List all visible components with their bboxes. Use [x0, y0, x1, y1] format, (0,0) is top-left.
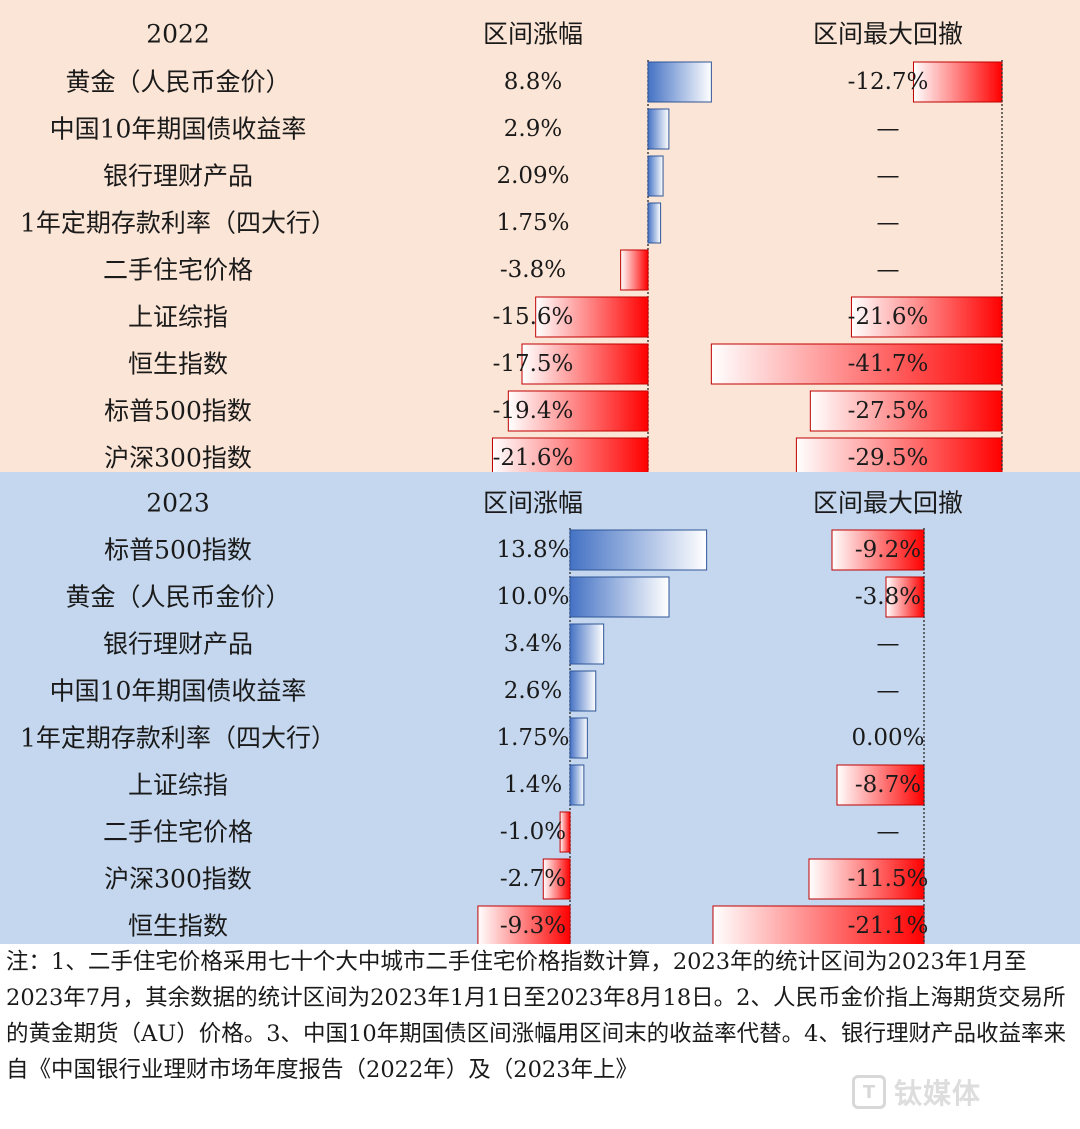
gain-bar — [647, 155, 664, 197]
row-label: 沪深300指数 — [104, 865, 252, 894]
row-label: 标普500指数 — [104, 397, 252, 426]
drawdown-value-label: — — [877, 163, 900, 189]
gain-value-label: 2.9% — [504, 116, 562, 142]
drawdown-value-label: — — [877, 116, 900, 142]
gain-value-label: 1.4% — [504, 772, 562, 798]
gain-bar — [647, 61, 712, 103]
drawdown-value-label: — — [877, 678, 900, 704]
row-label: 黄金（人民币金价） — [65, 68, 290, 97]
gain-bar — [535, 296, 649, 338]
drawdown-value-label: -21.6% — [848, 304, 929, 330]
gain-value-label: 1.75% — [496, 725, 569, 751]
year-header-2022: 2022 — [146, 20, 210, 49]
gain-column-header: 区间涨幅 — [483, 489, 583, 518]
drawdown-bar — [809, 390, 1003, 432]
drawdown-value-label: -3.8% — [855, 584, 921, 610]
gain-value-label: 1.75% — [496, 210, 569, 236]
row-label: 标普500指数 — [104, 536, 252, 565]
drawdown-value-label: -41.7% — [848, 351, 929, 377]
row-label: 中国10年期国债收益率 — [50, 115, 307, 144]
drawdown-column-header: 区间最大回撤 — [813, 489, 963, 518]
row-label: 恒生指数 — [128, 912, 228, 941]
drawdown-value-label: 0.00% — [851, 725, 924, 751]
drawdown-bar — [710, 343, 1003, 385]
gain-bar — [569, 764, 585, 806]
row-label: 1年定期存款利率（四大行） — [20, 209, 336, 238]
row-label: 上证综指 — [128, 771, 228, 800]
gain-bar — [647, 108, 670, 150]
row-label: 沪深300指数 — [104, 444, 252, 473]
drawdown-bar — [808, 858, 925, 900]
drawdown-bar — [795, 437, 1003, 479]
gain-bar — [569, 529, 708, 571]
gain-value-label: 2.09% — [496, 163, 569, 189]
row-label: 中国10年期国债收益率 — [50, 677, 307, 706]
drawdown-value-label: -27.5% — [848, 398, 929, 424]
gain-bar — [620, 249, 649, 291]
footnote: 注：1、二手住宅价格采用七十个大中城市二手住宅价格指数计算，2023年的统计区间… — [6, 949, 1066, 1083]
gain-value-label: -17.5% — [493, 351, 574, 377]
gain-bar — [569, 576, 670, 618]
row-label: 二手住宅价格 — [103, 818, 253, 847]
drawdown-value-label: -29.5% — [848, 445, 929, 471]
drawdown-bar — [912, 61, 1003, 103]
drawdown-value-label: — — [877, 210, 900, 236]
row-label: 黄金（人民币金价） — [65, 583, 290, 612]
gain-value-label: 3.4% — [504, 631, 562, 657]
watermark-icon: T — [852, 1075, 886, 1109]
gain-bar — [507, 390, 649, 432]
drawdown-value-label: -12.7% — [848, 69, 929, 95]
watermark-logo: T 钛媒体 — [852, 1072, 1062, 1112]
drawdown-bar — [850, 296, 1003, 338]
gain-bar — [477, 905, 571, 944]
gain-bar — [491, 437, 649, 479]
gain-bar — [569, 670, 597, 712]
gain-value-label: 8.8% — [504, 69, 562, 95]
row-label: 银行理财产品 — [103, 630, 253, 659]
gain-value-label: -2.7% — [500, 866, 566, 892]
gain-column-header: 区间涨幅 — [483, 20, 583, 49]
row-label: 银行理财产品 — [103, 162, 253, 191]
row-label: 二手住宅价格 — [103, 256, 253, 285]
gain-value-label: -19.4% — [493, 398, 574, 424]
row-label: 1年定期存款利率（四大行） — [20, 724, 336, 753]
drawdown-value-label: — — [877, 257, 900, 283]
gain-bar — [521, 343, 649, 385]
drawdown-column-header: 区间最大回撤 — [813, 20, 963, 49]
gain-bar — [647, 202, 662, 244]
row-label: 上证综指 — [128, 303, 228, 332]
gain-value-label: 13.8% — [496, 537, 569, 563]
drawdown-value-label: -9.2% — [855, 537, 921, 563]
gain-bar — [569, 717, 588, 759]
gain-value-label: -3.8% — [500, 257, 566, 283]
gain-value-label: -1.0% — [500, 819, 566, 845]
gain-value-label: 10.0% — [496, 584, 569, 610]
drawdown-value-label: -21.1% — [848, 913, 929, 939]
drawdown-bar — [885, 576, 925, 618]
drawdown-value-label: — — [877, 631, 900, 657]
gain-bar — [559, 811, 571, 853]
gain-bar — [542, 858, 571, 900]
drawdown-bar — [831, 529, 925, 571]
gain-value-label: -15.6% — [493, 304, 574, 330]
drawdown-bar — [712, 905, 925, 944]
gain-value-label: -9.3% — [500, 913, 566, 939]
watermark-text: 钛媒体 — [894, 1077, 982, 1110]
gain-bar — [569, 623, 605, 665]
drawdown-value-label: — — [877, 819, 900, 845]
gain-value-label: 2.6% — [504, 678, 562, 704]
year-header-2023: 2023 — [146, 489, 210, 518]
row-label: 恒生指数 — [128, 350, 228, 379]
drawdown-value-label: -11.5% — [848, 866, 929, 892]
gain-value-label: -21.6% — [493, 445, 574, 471]
drawdown-value-label: -8.7% — [855, 772, 921, 798]
